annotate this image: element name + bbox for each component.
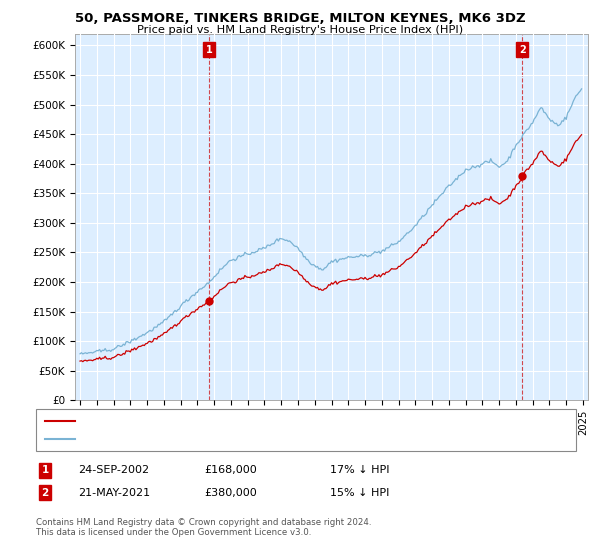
Text: 1: 1 (206, 45, 212, 55)
Text: 1: 1 (41, 465, 49, 475)
Text: 24-SEP-2002: 24-SEP-2002 (78, 465, 149, 475)
Text: 2: 2 (41, 488, 49, 498)
Text: £380,000: £380,000 (204, 488, 257, 498)
Text: 50, PASSMORE, TINKERS BRIDGE, MILTON KEYNES, MK6 3DZ: 50, PASSMORE, TINKERS BRIDGE, MILTON KEY… (74, 12, 526, 25)
Text: 21-MAY-2021: 21-MAY-2021 (78, 488, 150, 498)
Text: £168,000: £168,000 (204, 465, 257, 475)
Text: 17% ↓ HPI: 17% ↓ HPI (330, 465, 389, 475)
Text: Price paid vs. HM Land Registry's House Price Index (HPI): Price paid vs. HM Land Registry's House … (137, 25, 463, 35)
Text: 15% ↓ HPI: 15% ↓ HPI (330, 488, 389, 498)
Text: Contains HM Land Registry data © Crown copyright and database right 2024.
This d: Contains HM Land Registry data © Crown c… (36, 518, 371, 538)
Text: 50, PASSMORE, TINKERS BRIDGE, MILTON KEYNES, MK6 3DZ (detached house): 50, PASSMORE, TINKERS BRIDGE, MILTON KEY… (81, 416, 489, 426)
Text: HPI: Average price, detached house, Milton Keynes: HPI: Average price, detached house, Milt… (81, 434, 346, 444)
Text: 2: 2 (519, 45, 526, 55)
